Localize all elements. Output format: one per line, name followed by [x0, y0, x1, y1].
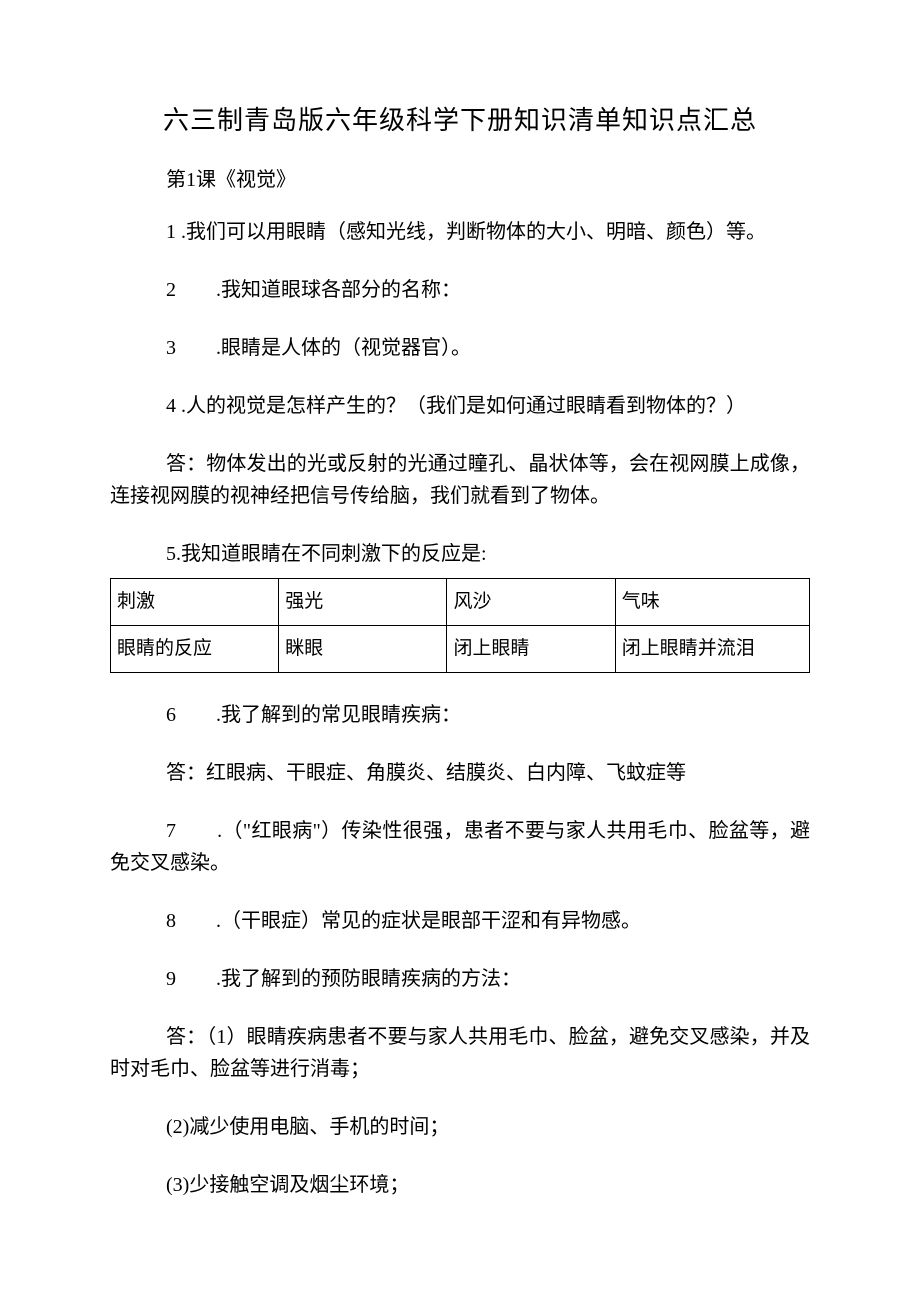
table-cell: 眼睛的反应 — [111, 625, 279, 672]
point-5: 5.我知道眼睛在不同刺激下的反应是: — [110, 538, 810, 570]
table-cell: 气味 — [615, 578, 809, 625]
document-title: 六三制青岛版六年级科学下册知识清单知识点汇总 — [110, 100, 810, 142]
point-9-answer-2: (2)减少使用电脑、手机的时间； — [110, 1111, 810, 1143]
point-6-answer: 答：红眼病、干眼症、角膜炎、结膜炎、白内障、飞蚊症等 — [110, 757, 810, 789]
table-cell: 闭上眼睛并流泪 — [615, 625, 809, 672]
point-9-answer-3: (3)少接触空调及烟尘环境； — [110, 1169, 810, 1201]
point-3: 3 .眼睛是人体的（视觉器官）。 — [110, 332, 810, 364]
table-header-row: 刺激 强光 风沙 气味 — [111, 578, 810, 625]
point-9: 9 .我了解到的预防眼睛疾病的方法： — [110, 963, 810, 995]
stimulus-reaction-table: 刺激 强光 风沙 气味 眼睛的反应 眯眼 闭上眼睛 闭上眼睛并流泪 — [110, 578, 810, 674]
point-8: 8 .（干眼症）常见的症状是眼部干涩和有异物感。 — [110, 905, 810, 937]
table-row: 眼睛的反应 眯眼 闭上眼睛 闭上眼睛并流泪 — [111, 625, 810, 672]
lesson-subtitle: 第1课《视觉》 — [166, 164, 810, 196]
point-7: 7 .（"红眼病"）传染性很强，患者不要与家人共用毛巾、脸盆等，避免交叉感染。 — [110, 815, 810, 879]
table-cell: 风沙 — [447, 578, 615, 625]
point-2: 2 .我知道眼球各部分的名称： — [110, 274, 810, 306]
point-9-answer-1: 答：（1）眼睛疾病患者不要与家人共用毛巾、脸盆，避免交叉感染，并及时对毛巾、脸盆… — [110, 1021, 810, 1085]
table-cell: 刺激 — [111, 578, 279, 625]
document-page: 六三制青岛版六年级科学下册知识清单知识点汇总 第1课《视觉》 1 .我们可以用眼… — [0, 0, 920, 1287]
point-4-question: 4 .人的视觉是怎样产生的？（我们是如何通过眼睛看到物体的？） — [110, 390, 810, 422]
point-1: 1 .我们可以用眼睛（感知光线，判断物体的大小、明暗、颜色）等。 — [110, 216, 810, 248]
point-4-answer: 答：物体发出的光或反射的光通过瞳孔、晶状体等，会在视网膜上成像，连接视网膜的视神… — [110, 448, 810, 512]
table-cell: 强光 — [279, 578, 447, 625]
table-cell: 眯眼 — [279, 625, 447, 672]
table-cell: 闭上眼睛 — [447, 625, 615, 672]
point-6: 6 .我了解到的常见眼睛疾病： — [110, 699, 810, 731]
